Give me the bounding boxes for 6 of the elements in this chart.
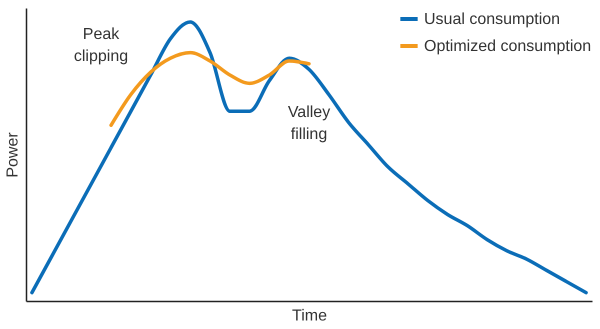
legend-label: Usual consumption xyxy=(424,11,560,28)
annotation: Valley filling xyxy=(288,104,330,143)
annotation: Peak clipping xyxy=(74,26,128,65)
legend-label: Optimized consumption xyxy=(424,38,592,55)
x-axis-title: Time xyxy=(292,308,328,324)
y-axis-title: Power xyxy=(4,132,22,178)
